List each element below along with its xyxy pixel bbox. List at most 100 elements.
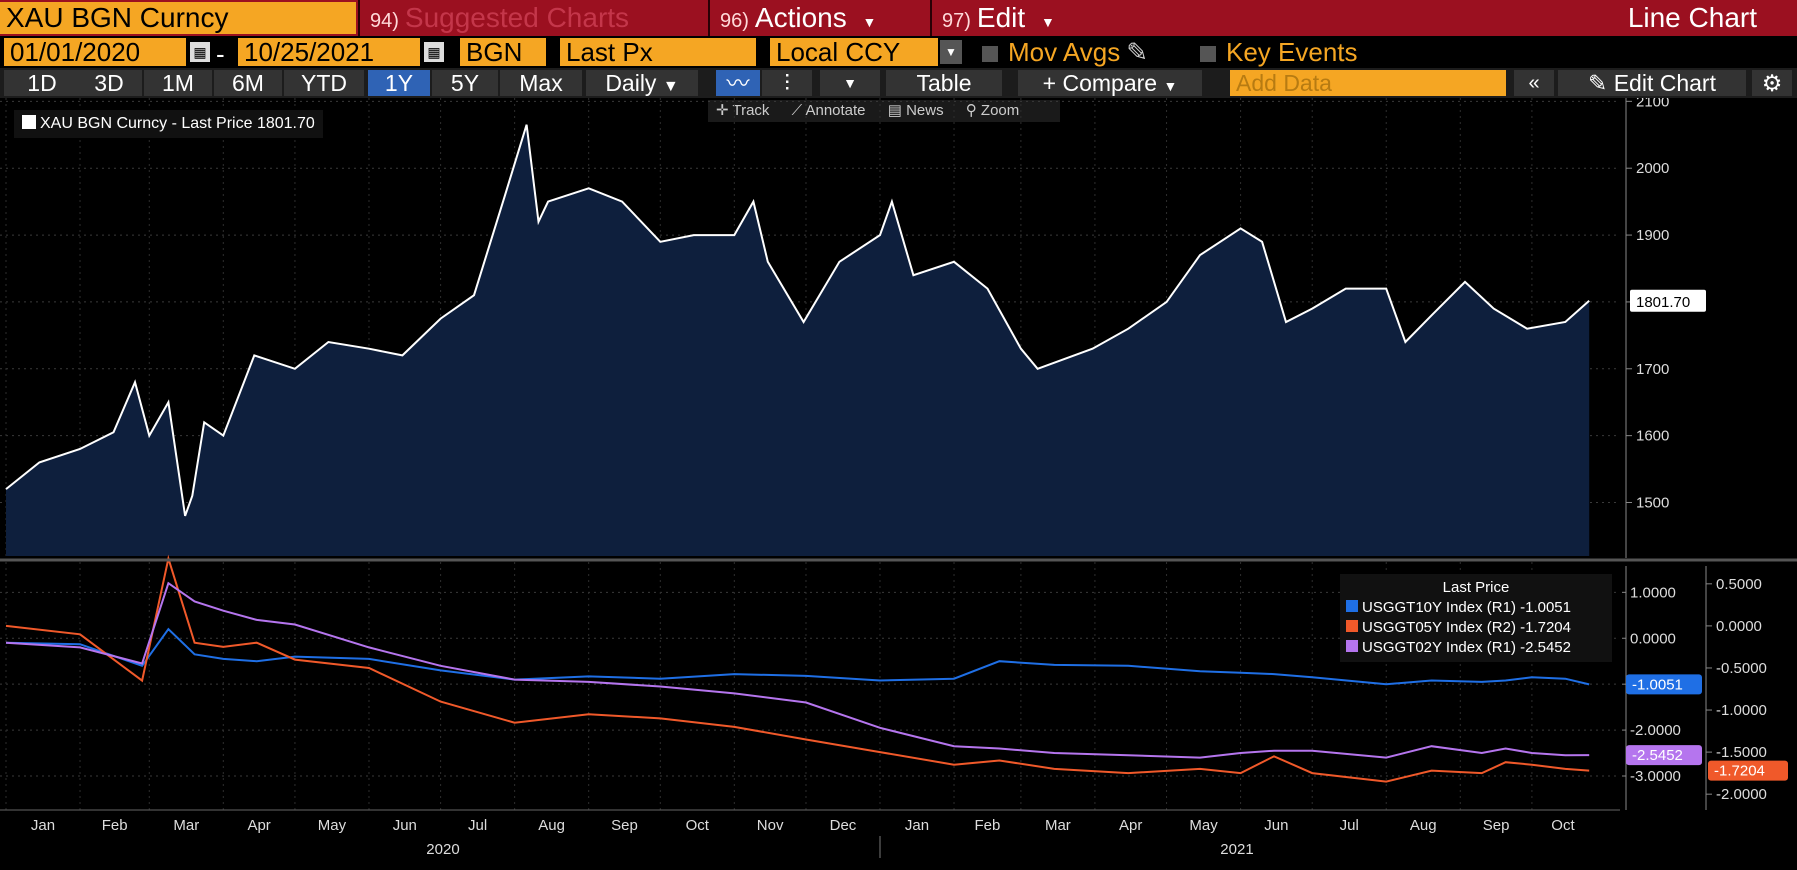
- x-tick-label: Aug: [1410, 817, 1437, 834]
- y-tick-label: 0.5000: [1716, 576, 1762, 593]
- y-tick-label: 2100: [1636, 98, 1669, 110]
- price-chart[interactable]: 15001600170018001900200021001801.701.000…: [0, 98, 1797, 870]
- y-tick-label: -3.0000: [1630, 768, 1681, 785]
- legend-row: USGGT02Y Index (R1) -2.5452: [1346, 638, 1606, 658]
- chevron-down-icon: ▼: [1040, 14, 1055, 30]
- range-3d[interactable]: 3D: [76, 70, 142, 96]
- menu-label: Edit: [976, 2, 1026, 33]
- x-tick-label: Mar: [1045, 817, 1071, 834]
- range-5y[interactable]: 5Y: [432, 70, 498, 96]
- range-6m[interactable]: 6M: [214, 70, 282, 96]
- menu-label: Suggested Charts: [404, 2, 630, 33]
- legend-swatch: [1346, 640, 1358, 652]
- frequency-label: Daily: [605, 70, 657, 96]
- gear-icon[interactable]: ⚙: [1752, 70, 1792, 96]
- x-tick-label: Feb: [975, 817, 1001, 834]
- y-tick-label: 0.0000: [1630, 630, 1676, 647]
- add-data-input[interactable]: Add Data: [1230, 70, 1506, 96]
- actions-menu[interactable]: 96) Actions ▼: [708, 0, 926, 40]
- x-tick-label: Aug: [538, 817, 565, 834]
- field-selector[interactable]: Last Px: [560, 38, 756, 66]
- chevron-down-icon[interactable]: ▼: [940, 40, 962, 64]
- x-tick-label: May: [318, 817, 347, 834]
- chevron-down-icon[interactable]: ▼: [820, 70, 880, 96]
- table-button[interactable]: Table: [886, 70, 1002, 96]
- y-tick-label: -2.0000: [1630, 722, 1681, 739]
- range-1y[interactable]: 1Y: [368, 70, 430, 96]
- range-max[interactable]: Max: [500, 70, 582, 96]
- range-1m[interactable]: 1M: [144, 70, 212, 96]
- x-tick-label: Jun: [393, 817, 417, 834]
- axes: 15001600170018001900200021001801.701.000…: [0, 98, 1797, 858]
- last-value-label: -1.0051: [1632, 676, 1683, 693]
- x-tick-label: Jan: [905, 817, 929, 834]
- checkbox-icon: [982, 46, 998, 62]
- annotate-label: Annotate: [805, 102, 866, 119]
- news-tool[interactable]: ▤ News: [888, 102, 944, 119]
- price-area: [6, 124, 1590, 556]
- y-tick-label: -2.0000: [1716, 786, 1767, 803]
- suggested-charts-menu[interactable]: 94) Suggested Charts: [358, 0, 698, 39]
- collapse-icon[interactable]: «: [1514, 70, 1554, 96]
- line-chart-icon[interactable]: 〰: [716, 70, 760, 96]
- last-price-tag: [1630, 289, 1706, 312]
- last-value-label: -1.7204: [1714, 763, 1765, 780]
- y-tick-label: 1700: [1636, 361, 1669, 378]
- compare-label: + Compare: [1042, 70, 1158, 96]
- menu-number: 97): [942, 10, 971, 32]
- menu-number: 94): [370, 10, 399, 32]
- menu-number: 96): [720, 10, 749, 32]
- end-date-field[interactable]: 10/25/2021: [238, 38, 420, 66]
- ticker-field[interactable]: XAU BGN Curncy: [0, 2, 356, 34]
- y-tick-label: 0.0000: [1716, 618, 1762, 635]
- news-label: News: [906, 102, 944, 119]
- pencil-icon: ✎: [1126, 37, 1149, 67]
- legend-swatch: [22, 115, 36, 129]
- upper-legend: XAU BGN Curncy - Last Price 1801.70: [14, 110, 323, 138]
- x-tick-label: Jul: [1340, 817, 1359, 834]
- range-1d[interactable]: 1D: [4, 70, 80, 96]
- legend-row: USGGT10Y Index (R1) -1.0051: [1346, 598, 1606, 618]
- x-tick-label: Jul: [468, 817, 487, 834]
- start-date-field[interactable]: 01/01/2020: [4, 38, 186, 66]
- checkbox-icon: [1200, 46, 1216, 62]
- mov-avgs-label: Mov Avgs: [1008, 37, 1121, 67]
- track-label: Track: [732, 102, 770, 119]
- y-tick-label: 1600: [1636, 428, 1669, 445]
- edit-menu[interactable]: 97) Edit ▼: [930, 0, 1090, 40]
- y-tick-label: -1.0000: [1716, 702, 1767, 719]
- annotate-tool[interactable]: ⟋ Annotate: [792, 102, 866, 119]
- price-line: [5, 124, 1590, 517]
- bar-chart-icon[interactable]: ⫶: [762, 70, 812, 96]
- zoom-tool[interactable]: ⚲ Zoom: [966, 102, 1020, 119]
- calendar-icon[interactable]: ▦: [190, 42, 210, 62]
- y-tick-label: 2000: [1636, 160, 1669, 177]
- edit-chart-button[interactable]: ✎ Edit Chart: [1558, 70, 1746, 96]
- zoom-icon: ⚲: [965, 102, 977, 119]
- date-separator: -: [216, 39, 225, 69]
- legend-swatch: [1346, 620, 1358, 632]
- y-tick-label: -0.5000: [1716, 660, 1767, 677]
- calendar-icon[interactable]: ▦: [424, 42, 444, 62]
- params-bar: 01/01/2020 ▦ - 10/25/2021 ▦ BGN Last Px …: [0, 36, 1797, 69]
- x-tick-label: Oct: [1551, 817, 1575, 834]
- range-ytd[interactable]: YTD: [284, 70, 364, 96]
- currency-dropdown[interactable]: Local CCY: [770, 38, 938, 66]
- frequency-dropdown[interactable]: Daily ▼: [586, 70, 698, 96]
- x-tick-label: Apr: [247, 817, 270, 834]
- source-field[interactable]: BGN: [460, 38, 546, 66]
- last-value-tag: [1626, 674, 1702, 695]
- compare-button[interactable]: + Compare ▼: [1018, 70, 1202, 96]
- x-tick-label: Jun: [1264, 817, 1288, 834]
- legend-label: USGGT02Y Index (R1) -2.5452: [1362, 639, 1571, 656]
- upper-panel: [5, 124, 1590, 556]
- chevron-down-icon: ▼: [1163, 78, 1178, 94]
- legend-label: USGGT05Y Index (R2) -1.7204: [1362, 619, 1571, 636]
- legend-row: USGGT05Y Index (R2) -1.7204: [1346, 618, 1606, 638]
- key-events-toggle[interactable]: Key Events: [1200, 36, 1358, 68]
- chevron-down-icon: ▼: [862, 14, 877, 30]
- mov-avgs-toggle[interactable]: Mov Avgs ✎: [982, 36, 1148, 68]
- x-tick-label: Feb: [102, 817, 128, 834]
- track-tool[interactable]: ✛ Track: [716, 102, 769, 119]
- last-value-tag: [1708, 760, 1788, 781]
